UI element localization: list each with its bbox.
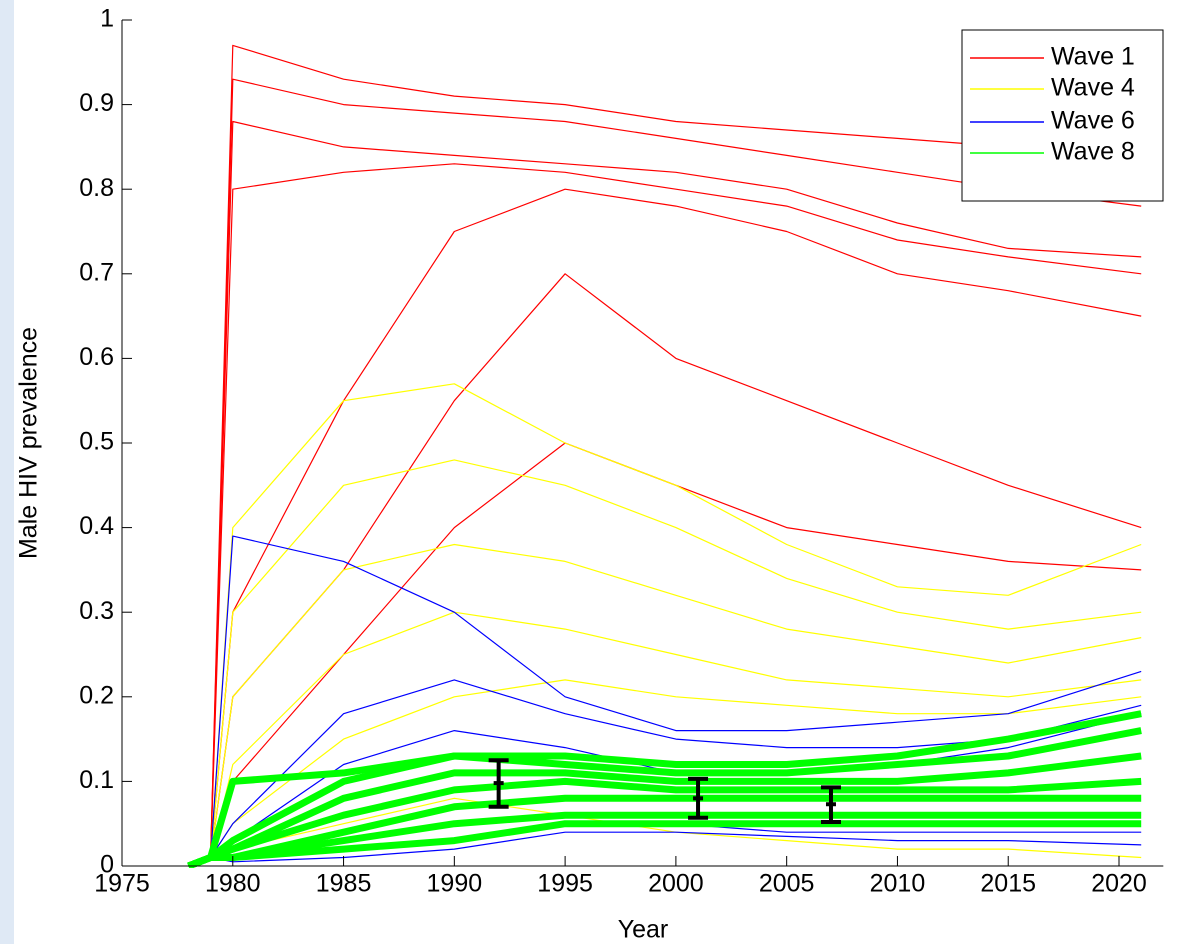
y-tick-label: 0.6 <box>79 343 114 371</box>
plot-area <box>187 44 1142 868</box>
y-tick-label: 0.5 <box>79 428 114 456</box>
x-tick-label: 1990 <box>427 870 483 898</box>
data-line <box>188 535 1142 867</box>
x-tick-label: 1975 <box>94 870 150 898</box>
legend-label: Wave 8 <box>1051 138 1135 166</box>
data-line <box>187 820 1142 868</box>
x-tick-label: 1980 <box>205 870 261 898</box>
legend-label: Wave 6 <box>1051 107 1135 135</box>
legend-label: Wave 1 <box>1051 43 1135 71</box>
data-line <box>188 78 1142 867</box>
y-tick-label: 0 <box>100 851 114 879</box>
data-line <box>188 44 1142 867</box>
y-axis-label: Male HIV prevalence <box>15 327 43 559</box>
data-line <box>188 543 1142 867</box>
data-line <box>188 459 1142 867</box>
y-tick-label: 0.7 <box>79 258 114 286</box>
x-tick-label: 2015 <box>980 870 1036 898</box>
y-tick-label: 0.1 <box>79 766 114 794</box>
x-tick-label: 1985 <box>316 870 372 898</box>
data-line <box>188 120 1142 867</box>
data-line <box>187 727 1142 868</box>
x-tick-label: 2005 <box>759 870 815 898</box>
data-line <box>187 710 1142 868</box>
legend-label: Wave 4 <box>1051 74 1135 102</box>
y-tick-label: 0.2 <box>79 681 114 709</box>
data-line <box>188 679 1142 867</box>
data-line <box>188 163 1142 867</box>
x-tick-label: 1995 <box>537 870 593 898</box>
error-bar <box>488 758 509 809</box>
data-line <box>187 777 1142 868</box>
y-tick-label: 0.4 <box>79 512 114 540</box>
y-tick-label: 0.9 <box>79 89 114 117</box>
x-tick-label: 2020 <box>1091 870 1147 898</box>
x-axis-label: Year <box>618 916 669 944</box>
x-tick-label: 2010 <box>870 870 926 898</box>
y-tick-label: 0.3 <box>79 597 114 625</box>
y-tick-label: 0.8 <box>79 174 114 202</box>
window-edge <box>0 0 14 944</box>
x-tick-label: 2000 <box>648 870 704 898</box>
data-line <box>188 383 1142 867</box>
error-bar <box>688 776 709 820</box>
error-bar <box>820 785 841 825</box>
y-tick-label: 1 <box>100 5 114 33</box>
